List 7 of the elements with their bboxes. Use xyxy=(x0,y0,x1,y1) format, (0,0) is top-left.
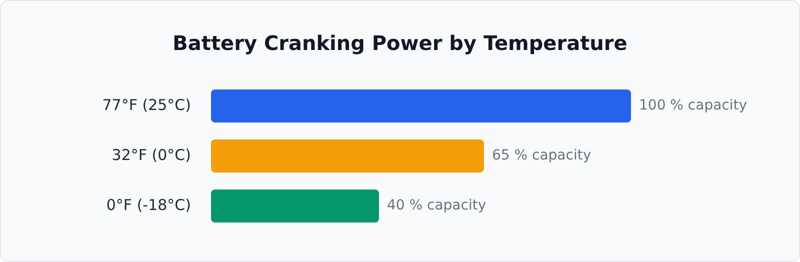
y-tick-label: 0°F (-18°C) xyxy=(106,196,191,214)
y-tick-label: 77°F (25°C) xyxy=(102,96,191,114)
y-tick-label: 32°F (0°C) xyxy=(112,146,191,164)
data-label: 100 % capacity xyxy=(639,98,748,114)
chart-title: Battery Cranking Power by Temperature xyxy=(172,31,628,56)
data-label: 40 % capacity xyxy=(387,198,486,214)
data-label: 65 % capacity xyxy=(492,148,592,164)
